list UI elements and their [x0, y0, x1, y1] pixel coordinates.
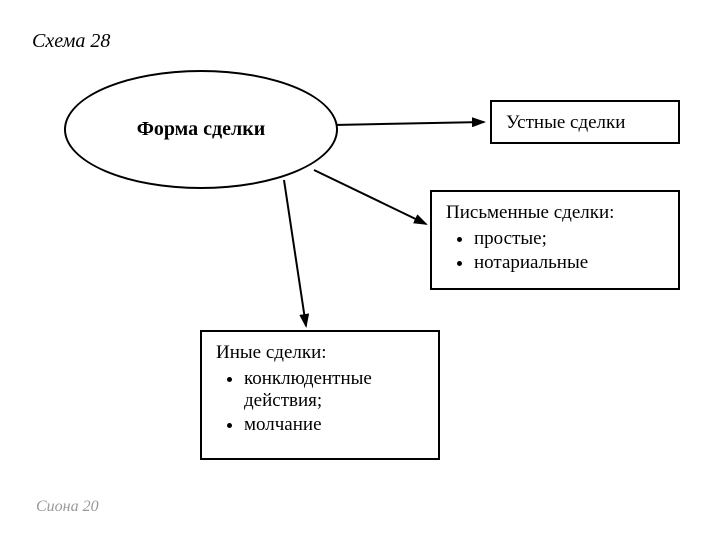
- list-item: конклюдентные действия;: [244, 368, 424, 412]
- node-written-box: Письменные сделки: простые; нотариальные: [430, 190, 680, 290]
- edge-root-written: [314, 170, 426, 224]
- node-oral-label: Устные сделки: [506, 112, 625, 133]
- node-oral-box: Устные сделки: [490, 100, 680, 144]
- node-other-list: конклюдентные действия; молчание: [216, 368, 424, 436]
- footer-cutoff-text: Сиона 20: [36, 498, 99, 516]
- diagram-title: Схема 28: [32, 30, 110, 53]
- list-item: молчание: [244, 414, 424, 436]
- edge-root-oral: [334, 122, 484, 125]
- edge-root-other: [284, 180, 306, 326]
- node-written-header: Письменные сделки:: [446, 202, 664, 224]
- node-root-label: Форма сделки: [137, 118, 266, 141]
- node-written-list: простые; нотариальные: [446, 228, 664, 274]
- node-other-box: Иные сделки: конклюдентные действия; мол…: [200, 330, 440, 460]
- node-root-ellipse: Форма сделки: [64, 70, 338, 189]
- list-item: нотариальные: [474, 252, 664, 274]
- diagram-canvas: Схема 28 Форма сделки Устные сделки Пись…: [0, 0, 720, 540]
- node-other-header: Иные сделки:: [216, 342, 424, 364]
- list-item: простые;: [474, 228, 664, 250]
